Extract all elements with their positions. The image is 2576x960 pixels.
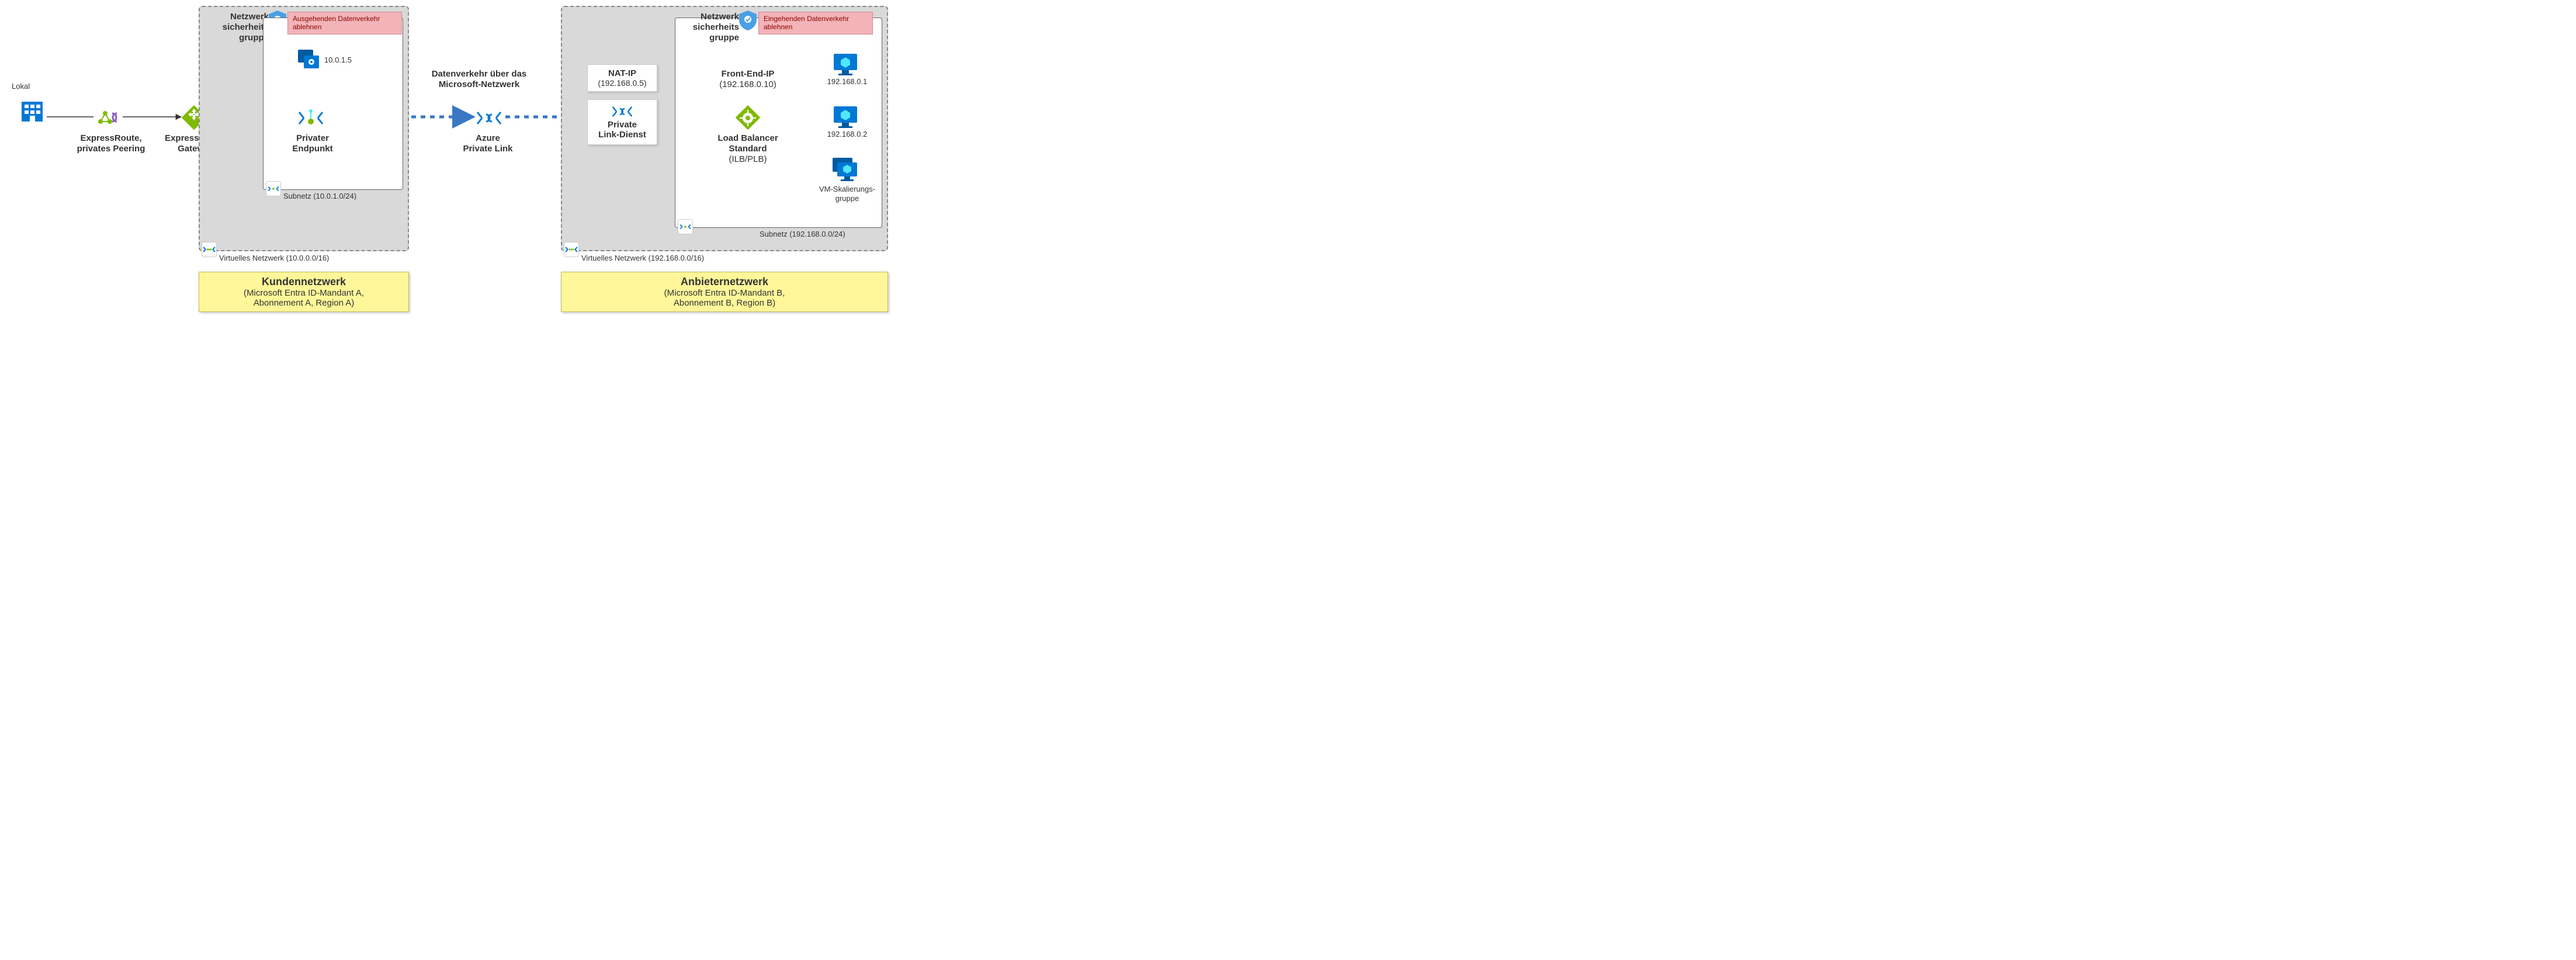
nat-ip-card: NAT-IP (192.168.0.5)	[587, 64, 657, 92]
p-nsg-l3: gruppe	[709, 33, 739, 43]
expressroute-peering-label: ExpressRoute, privates Peering	[70, 133, 152, 154]
azure-private-link-icon	[476, 105, 502, 131]
customer-yellow-banner: Kundennetzwerk (Microsoft Entra ID-Manda…	[199, 272, 409, 312]
customer-subnet-caption: Subnetz (10.0.1.0/24)	[283, 192, 400, 201]
er-peering-l2: privates Peering	[77, 144, 145, 154]
vm1-ip-label: 192.168.0.1	[818, 77, 876, 86]
customer-deny-egress-banner: Ausgehenden Datenverkehr ablehnen	[287, 12, 402, 34]
nat-l1: NAT-IP	[590, 68, 654, 78]
pls-l1: Private	[590, 120, 654, 130]
vm2-icon	[833, 105, 858, 129]
private-endpoint-icon	[298, 105, 324, 131]
provider-deny-ingress-banner: Eingehenden Datenverkehr ablehnen	[758, 12, 873, 34]
customer-vnet-cidr: (10.0.0.0/16)	[286, 254, 330, 262]
pe-l1: Privater	[296, 133, 329, 143]
p-subnet-label: Subnetz	[760, 230, 788, 238]
customer-subnet-badge-icon	[266, 181, 281, 196]
nat-l2: (192.168.0.5)	[590, 78, 654, 88]
lb-l3: (ILB/PLB)	[729, 154, 767, 164]
vm2-ip-label: 192.168.0.2	[818, 130, 876, 139]
vmss-l1: VM-Skalierungs-	[819, 185, 875, 193]
p-red-l1: Eingehenden Datenverkehr	[764, 15, 849, 23]
c-subnet-cidr: (10.0.1.0/24)	[313, 192, 356, 200]
p-subnet-cidr: (192.168.0.0/24)	[789, 230, 845, 238]
feip-l2: (192.168.0.10)	[719, 79, 776, 89]
expressroute-peering-icon	[93, 105, 123, 129]
er-peering-l1: ExpressRoute,	[80, 133, 141, 143]
frontend-ip-label: Front-End-IP (192.168.0.10)	[698, 69, 798, 90]
ms-network-label: Datenverkehr über das Microsoft-Netzwerk	[421, 69, 538, 90]
customer-vnet-caption: Virtuelles Netzwerk (10.0.0.0/16)	[219, 254, 406, 263]
local-label: Lokal	[12, 82, 47, 91]
diagram-canvas: Lokal ExpressRoute, privates Peering	[0, 0, 894, 333]
load-balancer-icon	[735, 105, 761, 131]
private-link-service-card: Private Link-Dienst	[587, 99, 657, 145]
p-banner-l3: Abonnement B, Region B)	[567, 298, 882, 308]
customer-vnet-badge-icon	[202, 242, 217, 257]
c-banner-title: Kundennetzwerk	[205, 276, 403, 288]
apl-l1: Azure	[476, 133, 500, 143]
p-banner-title: Anbieternetzwerk	[567, 276, 882, 288]
mid-top-l1: Datenverkehr über das	[432, 69, 527, 79]
provider-vnet-badge-icon	[564, 242, 579, 257]
provider-subnet-badge-icon	[678, 219, 693, 234]
private-link-service-icon	[590, 103, 654, 120]
c-banner-l3: Abonnement A, Region A)	[205, 298, 403, 308]
customer-subnet-box	[263, 18, 403, 190]
provider-vnet-caption: Virtuelles Netzwerk (192.168.0.0/16)	[581, 254, 780, 263]
provider-shield-icon	[739, 11, 757, 30]
private-endpoint-label: Privater Endpunkt	[280, 133, 345, 154]
p-banner-l2: (Microsoft Entra ID-Mandant B,	[567, 288, 882, 298]
vmss-icon	[833, 158, 861, 183]
c-banner-l2: (Microsoft Entra ID-Mandant A,	[205, 288, 403, 298]
lb-l1: Load Balancer	[717, 133, 778, 143]
vmss-label: VM-Skalierungs- gruppe	[812, 185, 882, 203]
pls-l2: Link-Dienst	[590, 130, 654, 140]
nic-icon	[298, 50, 321, 71]
provider-yellow-banner: Anbieternetzwerk (Microsoft Entra ID-Man…	[561, 272, 888, 312]
lb-l2: Standard	[729, 144, 767, 154]
customer-nsg-label: Netzwerk sicherheits gruppe	[204, 12, 269, 43]
onprem-building-icon	[18, 96, 47, 126]
load-balancer-label: Load Balancer Standard (ILB/PLB)	[701, 133, 795, 165]
azure-private-link-label: Azure Private Link	[453, 133, 523, 154]
mid-top-l2: Microsoft-Netzwerk	[439, 79, 519, 89]
customer-vnet-label: Virtuelles Netzwerk	[219, 254, 284, 262]
c-red-l1: Ausgehenden Datenverkehr	[293, 15, 380, 23]
p-nsg-l1: Netzwerk	[701, 12, 739, 22]
feip-l1: Front-End-IP	[722, 69, 775, 79]
p-vnet-cidr: (192.168.0.0/16)	[649, 254, 704, 262]
p-red-l2: ablehnen	[764, 23, 792, 31]
c-subnet-label: Subnetz	[283, 192, 311, 200]
apl-l2: Private Link	[463, 144, 512, 154]
vmss-l2: gruppe	[835, 194, 859, 203]
p-vnet-label: Virtuelles Netzwerk	[581, 254, 646, 262]
vm1-icon	[833, 53, 858, 76]
c-red-l2: ablehnen	[293, 23, 321, 31]
provider-subnet-caption: Subnetz (192.168.0.0/24)	[760, 230, 882, 239]
p-nsg-l2: sicherheits	[693, 22, 739, 32]
c-nsg-l2: sicherheits	[223, 22, 269, 32]
provider-nsg-label: Netzwerk sicherheits gruppe	[675, 12, 739, 43]
pe-l2: Endpunkt	[292, 144, 332, 154]
nic-ip-label: 10.0.1.5	[324, 56, 371, 65]
